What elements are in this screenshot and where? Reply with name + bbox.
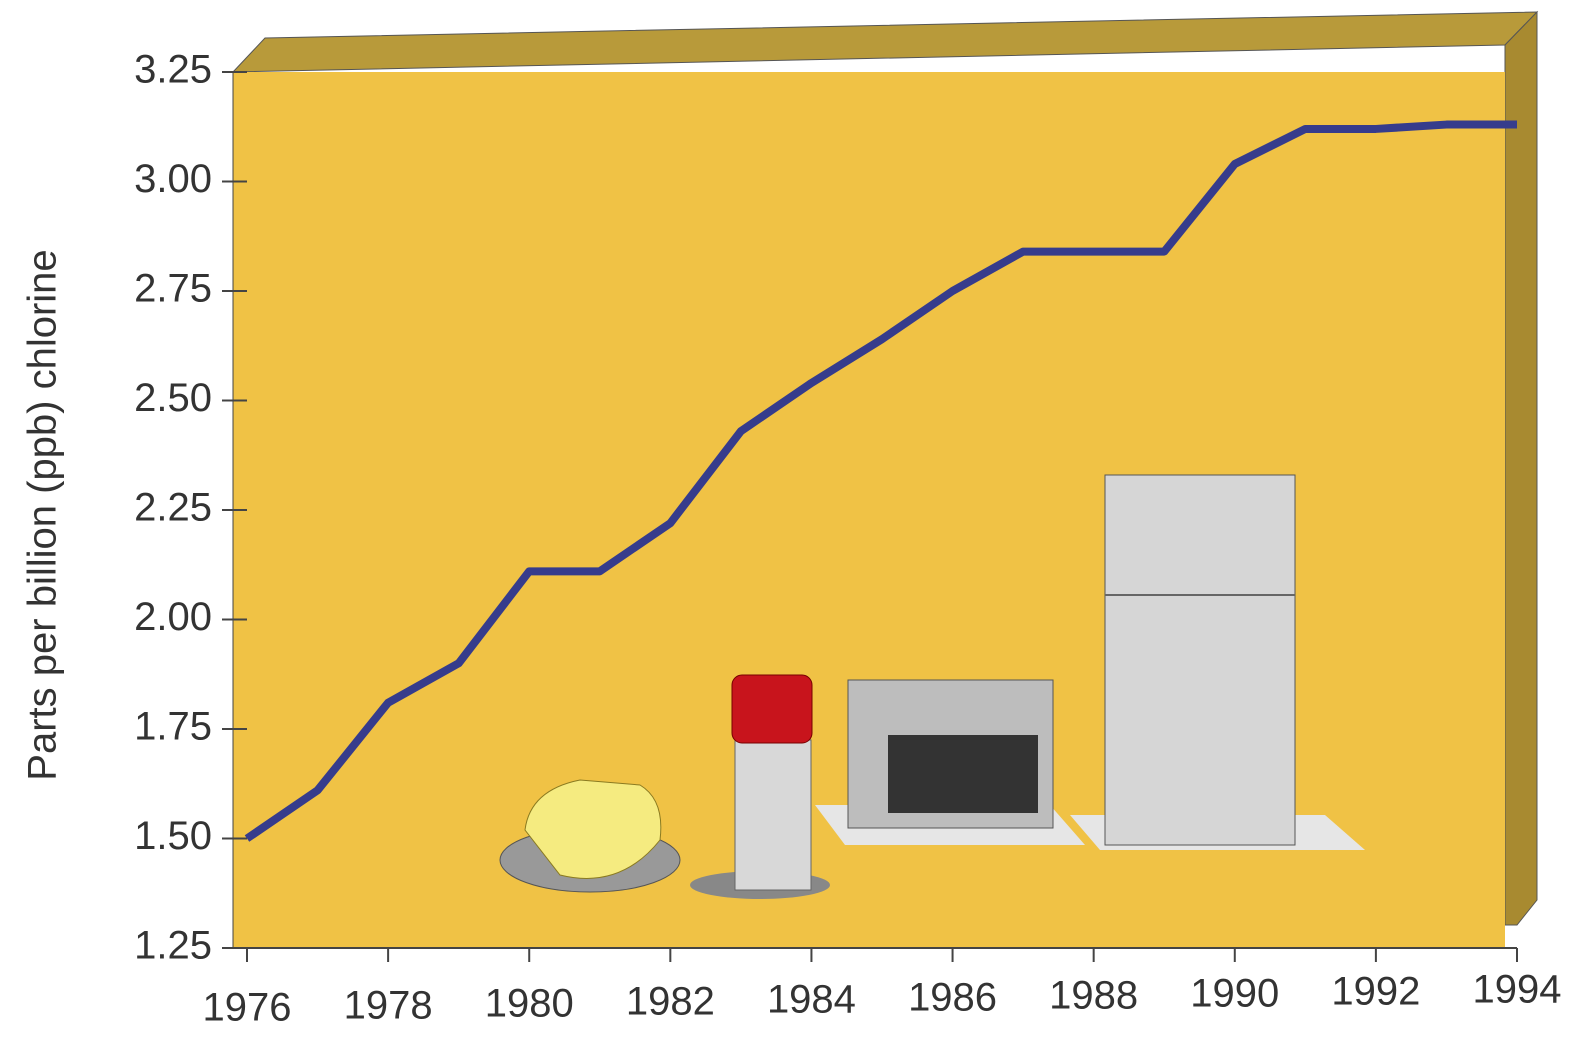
fridge — [1104, 474, 1296, 846]
y-tick-label: 2.25 — [134, 486, 212, 530]
y-tick-label: 2.75 — [134, 267, 212, 311]
y-tick-label: 1.25 — [134, 924, 212, 968]
x-tick-label: 1982 — [626, 980, 715, 1024]
y-axis-label: Parts per billion (ppb) chlorine — [21, 249, 65, 780]
x-tick-label: 1994 — [1473, 968, 1562, 1012]
box-side — [1504, 10, 1538, 926]
ac-grille — [888, 735, 1038, 813]
y-tick-label: 2.50 — [134, 376, 212, 420]
box-top — [231, 11, 1539, 73]
can-cap — [731, 674, 813, 744]
x-tick-label: 1988 — [1049, 974, 1138, 1018]
x-tick-label: 1992 — [1331, 970, 1420, 1014]
y-tick-label: 1.75 — [134, 705, 212, 749]
y-tick-label: 3.25 — [134, 48, 212, 92]
butter — [524, 779, 662, 879]
x-tick-label: 1990 — [1190, 972, 1279, 1016]
x-tick-label: 1980 — [485, 982, 574, 1026]
can-body — [734, 739, 812, 891]
data-line — [244, 120, 1517, 842]
x-tick-label: 1984 — [767, 978, 856, 1022]
x-tick-label: 1976 — [203, 986, 292, 1030]
y-tick-label: 2.00 — [134, 595, 212, 639]
x-tick-label: 1978 — [344, 984, 433, 1028]
illustrations — [499, 474, 1365, 899]
y-tick-label: 1.50 — [134, 814, 212, 858]
x-tick-label: 1986 — [908, 976, 997, 1020]
y-tick-label: 3.00 — [134, 157, 212, 201]
